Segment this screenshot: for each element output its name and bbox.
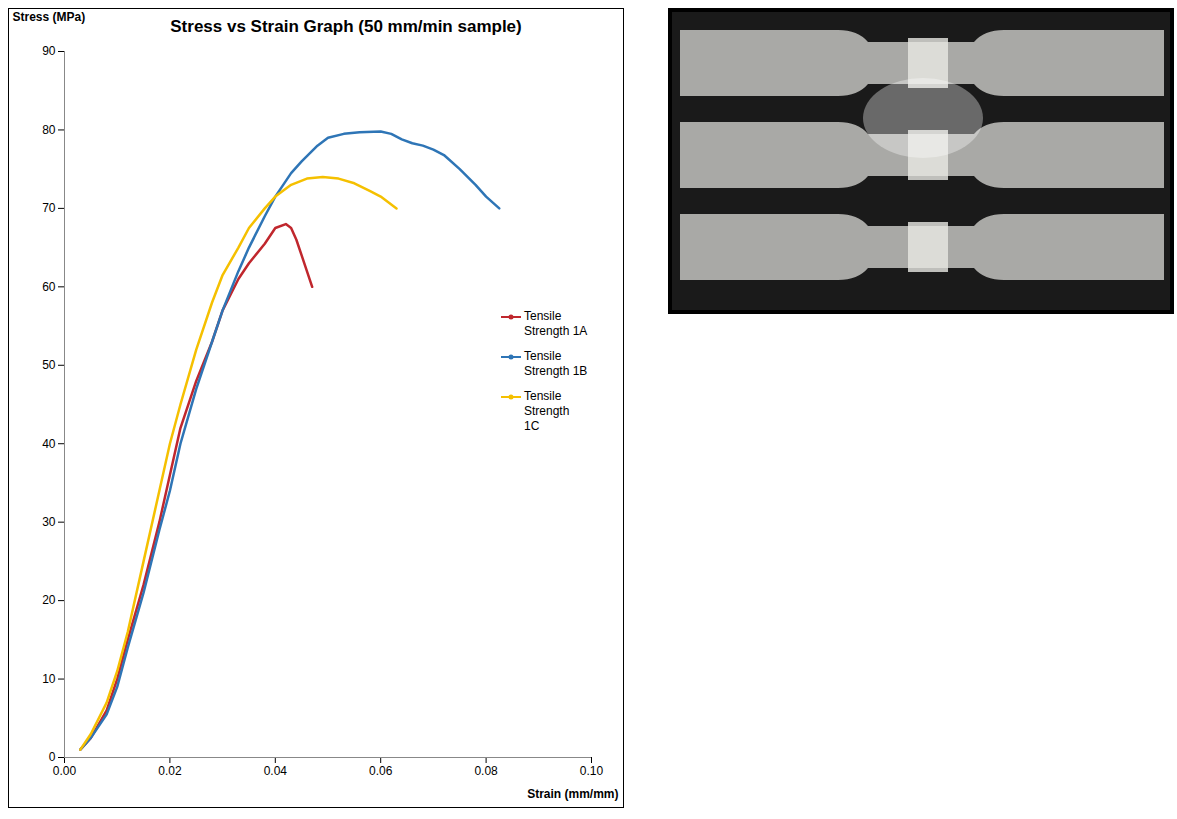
svg-text:40: 40 bbox=[42, 437, 56, 451]
svg-text:0.04: 0.04 bbox=[264, 764, 288, 778]
svg-text:70: 70 bbox=[42, 201, 56, 215]
svg-text:30: 30 bbox=[42, 515, 56, 529]
html-text:Stress vs Strain Graph (50 mm/: Stress vs Strain Graph (50 mm/min sample… bbox=[170, 17, 522, 36]
svg-text:60: 60 bbox=[42, 280, 56, 294]
svg-text:10: 10 bbox=[42, 672, 56, 686]
svg-text:20: 20 bbox=[42, 593, 56, 607]
svg-text:0.08: 0.08 bbox=[474, 764, 498, 778]
svg-text:0.00: 0.00 bbox=[53, 764, 77, 778]
svg-text:0.10: 0.10 bbox=[580, 764, 604, 778]
svg-text:Stress (MPa): Stress (MPa) bbox=[13, 10, 86, 24]
svg-text:90: 90 bbox=[42, 44, 56, 58]
html-text:Tensile Strength 1A: Tensile Strength 1A bbox=[524, 309, 588, 338]
svg-text:0: 0 bbox=[49, 750, 56, 764]
svg-text:80: 80 bbox=[42, 123, 56, 137]
svg-text:0.06: 0.06 bbox=[369, 764, 393, 778]
svg-text:Strain (mm/mm): Strain (mm/mm) bbox=[527, 787, 618, 801]
svg-text:50: 50 bbox=[42, 358, 56, 372]
html-text:Tensile Strength 1B: Tensile Strength 1B bbox=[524, 349, 588, 378]
svg-text:0.02: 0.02 bbox=[158, 764, 182, 778]
html-text:Tensile Strength 1C: Tensile Strength 1C bbox=[524, 389, 570, 433]
